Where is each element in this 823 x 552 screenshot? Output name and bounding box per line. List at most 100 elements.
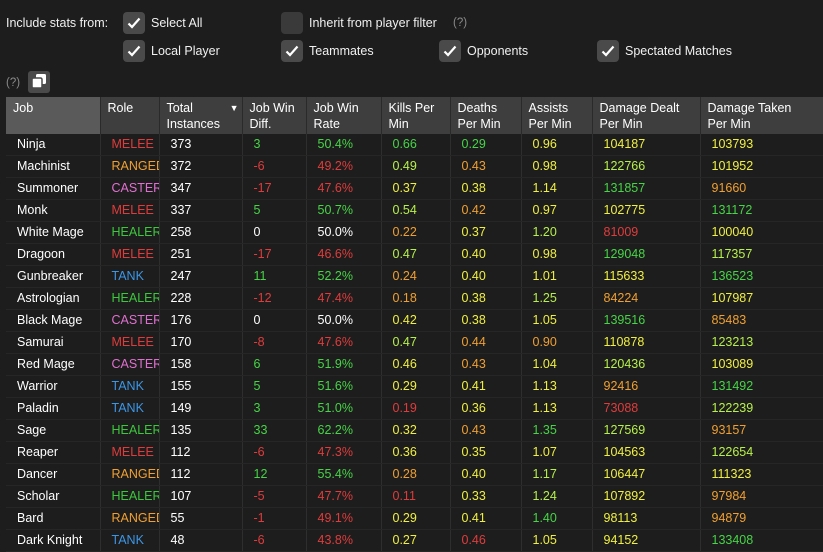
- table-row[interactable]: Dark Knight TANK 48 -6 43.8% 0.27 0.46 1.05 9415…: [6, 529, 823, 552]
- cell-assists: 1.40: [521, 507, 593, 530]
- cell-dealt: 139516: [592, 309, 701, 332]
- spectated-matches-checkbox[interactable]: Spectated Matches: [597, 40, 732, 62]
- select-all-label: Select All: [151, 16, 203, 30]
- opponents-checkbox[interactable]: Opponents: [439, 40, 528, 62]
- cell-rate: 50.7%: [306, 199, 382, 222]
- local-player-checkbox[interactable]: Local Player: [123, 40, 220, 62]
- table-row[interactable]: Samurai MELEE 170 -8 47.6% 0.47 0.44 0.90 110878…: [6, 331, 823, 354]
- table-row[interactable]: Sage HEALER 135 33 62.2% 0.32 0.43 1.35 127569 93…: [6, 419, 823, 442]
- cell-total: 158: [159, 353, 243, 376]
- header-kills-line1: Kills Per: [388, 101, 435, 115]
- cell-deaths: 0.38: [450, 177, 522, 200]
- cell-kills: 0.27: [381, 529, 451, 552]
- cell-kills: 0.47: [381, 243, 451, 266]
- cell-kills: 0.49: [381, 155, 451, 178]
- cell-role: MELEE: [100, 243, 160, 266]
- cell-diff: -6: [242, 441, 307, 464]
- cell-dealt: 110878: [592, 331, 701, 354]
- header-damage-taken[interactable]: Damage Taken Per Min: [700, 97, 823, 134]
- table-row[interactable]: Black Mage CASTER 176 0 50.0% 0.42 0.38 1.05 139…: [6, 309, 823, 332]
- table-row[interactable]: BardRANGED55-149.1%0.290.411.40981139487…: [6, 507, 823, 530]
- cell-rate: 46.6%: [306, 243, 382, 266]
- cell-total: 135: [159, 419, 243, 442]
- cell-taken: 131172: [700, 199, 823, 222]
- include-stats-label: Include stats from:: [6, 16, 109, 30]
- cell-total: 55: [159, 507, 243, 530]
- header-job-win-diff[interactable]: Job Win Diff.: [242, 97, 307, 134]
- cell-assists: 1.07: [521, 441, 593, 464]
- cell-rate: 43.8%: [306, 529, 382, 552]
- cell-total: 228: [159, 287, 243, 310]
- table-row[interactable]: Summoner CASTER 347 -17 47.6% 0.37 0.38 1.14 131…: [6, 177, 823, 200]
- empty-checkbox-icon: [281, 12, 303, 34]
- cell-job: Samurai: [6, 331, 101, 354]
- cell-assists: 1.35: [521, 419, 593, 442]
- cell-rate: 49.2%: [306, 155, 382, 178]
- cell-total: 347: [159, 177, 243, 200]
- table-help-marker[interactable]: (?): [6, 77, 21, 89]
- cell-diff: 5: [242, 199, 307, 222]
- cell-dealt: 131857: [592, 177, 701, 200]
- cell-taken: 94879: [700, 507, 823, 530]
- header-role[interactable]: Role: [100, 97, 160, 134]
- table-row[interactable]: Monk MELEE 337 5 50.7% 0.54 0.42 0.97 102775 1311…: [6, 199, 823, 222]
- table-row[interactable]: Warrior TANK 155 5 51.6% 0.29 0.41 1.13 92416 131…: [6, 375, 823, 398]
- table-row[interactable]: Astrologian HEALER 228 -12 47.4% 0.18 0.38 1.25…: [6, 287, 823, 310]
- header-taken-line2: Per Min: [707, 117, 751, 131]
- cell-assists: 1.04: [521, 353, 593, 376]
- cell-diff: 3: [242, 397, 307, 420]
- inherit-help-marker[interactable]: (?): [453, 17, 468, 29]
- header-deaths-per-min[interactable]: Deaths Per Min: [450, 97, 522, 134]
- table-row[interactable]: Paladin TANK 149 3 51.0% 0.19 0.36 1.13 73088 122…: [6, 397, 823, 420]
- select-all-checkbox[interactable]: Select All: [123, 12, 202, 34]
- teammates-checkbox[interactable]: Teammates: [281, 40, 374, 62]
- table-row[interactable]: White Mage HEALER 258 0 50.0% 0.22 0.37 1.20 810…: [6, 221, 823, 244]
- cell-job: Monk: [6, 199, 101, 222]
- header-total-instances[interactable]: Total Instances ▼: [159, 97, 243, 134]
- cell-job: Dark Knight: [6, 529, 101, 552]
- table-row[interactable]: Gunbreaker TANK 247 11 52.2% 0.24 0.40 1.01 1156…: [6, 265, 823, 288]
- header-assists-per-min[interactable]: Assists Per Min: [521, 97, 593, 134]
- cell-deaths: 0.40: [450, 243, 522, 266]
- cell-taken: 123213: [700, 331, 823, 354]
- cell-role: TANK: [100, 265, 160, 288]
- table-row[interactable]: DancerRANGED1121255.4%0.280.401.17106447…: [6, 463, 823, 486]
- cell-diff: -8: [242, 331, 307, 354]
- inherit-player-filter-checkbox[interactable]: Inherit from player filter: [281, 12, 437, 34]
- cell-taken: 93157: [700, 419, 823, 442]
- cell-dealt: 129048: [592, 243, 701, 266]
- table-row[interactable]: Ninja MELEE 373 3 50.4% 0.66 0.29 0.96 104187 103…: [6, 134, 823, 156]
- table-row[interactable]: Red Mage CASTER 158 6 51.9% 0.46 0.43 1.04 12043…: [6, 353, 823, 376]
- table-row[interactable]: Dragoon MELEE 251 -17 46.6% 0.47 0.40 0.98 12904…: [6, 243, 823, 266]
- cell-rate: 50.0%: [306, 309, 382, 332]
- checkmark-icon: [281, 40, 303, 62]
- spectated-matches-label: Spectated Matches: [625, 44, 733, 58]
- cell-kills: 0.42: [381, 309, 451, 332]
- cell-taken: 122654: [700, 441, 823, 464]
- cell-deaths: 0.33: [450, 485, 522, 508]
- cell-kills: 0.66: [381, 134, 451, 156]
- cell-deaths: 0.42: [450, 199, 522, 222]
- header-kills-per-min[interactable]: Kills Per Min: [381, 97, 451, 134]
- cell-assists: 1.17: [521, 463, 593, 486]
- cell-role: CASTER: [100, 309, 160, 332]
- checkmark-icon: [597, 40, 619, 62]
- header-damage-dealt[interactable]: Damage Dealt Per Min: [592, 97, 701, 134]
- cell-deaths: 0.38: [450, 309, 522, 332]
- table-row[interactable]: Scholar HEALER 107 -5 47.7% 0.11 0.33 1.24 10789…: [6, 485, 823, 508]
- header-assists-line2: Per Min: [528, 117, 572, 131]
- cell-total: 155: [159, 375, 243, 398]
- header-job-win-rate[interactable]: Job Win Rate: [306, 97, 382, 134]
- cell-kills: 0.54: [381, 199, 451, 222]
- cell-rate: 47.4%: [306, 287, 382, 310]
- cell-rate: 51.6%: [306, 375, 382, 398]
- copy-button[interactable]: [28, 71, 50, 93]
- table-row[interactable]: Reaper MELEE 112 -6 47.3% 0.36 0.35 1.07 104563 1…: [6, 441, 823, 464]
- cell-assists: 0.90: [521, 331, 593, 354]
- cell-rate: 47.6%: [306, 331, 382, 354]
- cell-deaths: 0.43: [450, 155, 522, 178]
- table-row[interactable]: MachinistRANGED372-649.2%0.490.430.98122…: [6, 155, 823, 178]
- header-job[interactable]: Job: [6, 97, 101, 134]
- header-assists-line1: Assists: [528, 101, 569, 115]
- cell-role: CASTER: [100, 353, 160, 376]
